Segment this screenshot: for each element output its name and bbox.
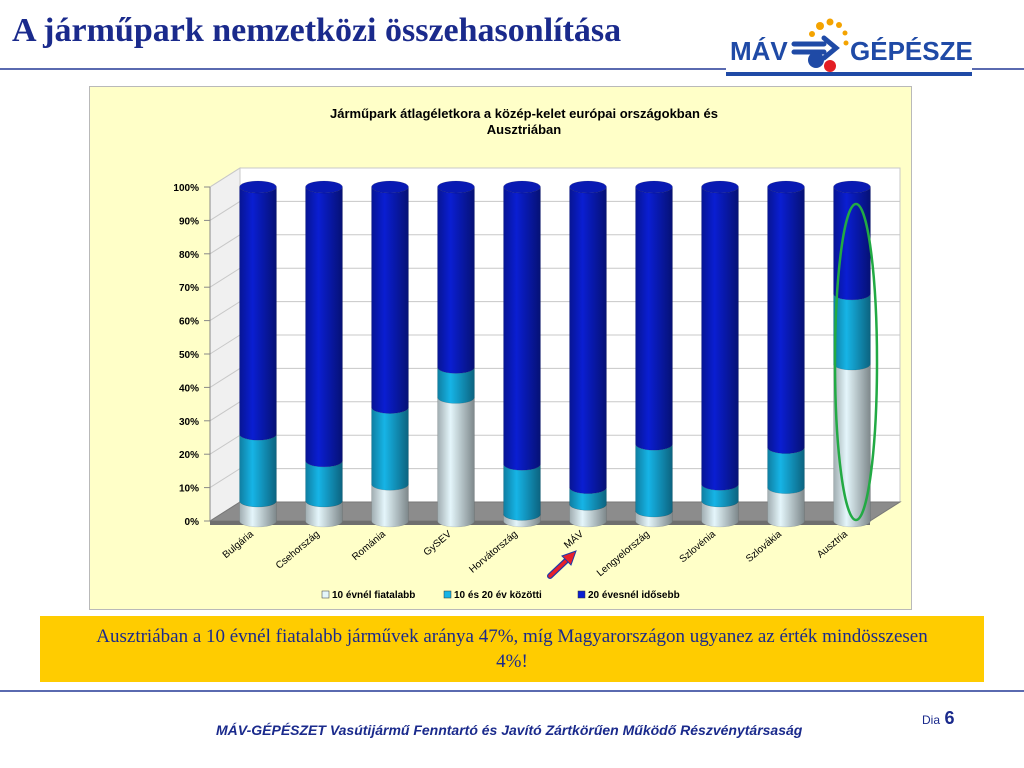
bar-top-szlovakia: [767, 180, 805, 194]
bar-segment-csehorszag-20-evesnel-idosebb: [305, 186, 343, 468]
legend-swatch: [443, 590, 452, 599]
x-tick-label: Lengyelország: [595, 529, 652, 579]
legend-label: 10 évnél fiatalabb: [332, 590, 415, 601]
bar-segment-szlovakia-20-evesnel-idosebb: [767, 186, 805, 454]
marker-arrow-head: [561, 550, 577, 566]
bar-segment-csehorszag-10-es-20-ev-kozotti: [305, 460, 343, 508]
x-tick-label: GySEV: [422, 529, 454, 559]
gridline: [209, 167, 900, 188]
page-indicator: Dia 6: [922, 708, 954, 729]
y-tick-label: 30%: [179, 417, 199, 428]
logo-left-text: MÁV: [730, 36, 788, 66]
bar-segment-ausztria-20-evesnel-idosebb: [833, 186, 871, 301]
bar-segment-horvatorszag-20-evesnel-idosebb: [503, 186, 541, 471]
y-tick-label: 70%: [179, 283, 199, 294]
bar-segment-romania-20-evesnel-idosebb: [371, 186, 409, 414]
bar-segment-mav-20-evesnel-idosebb: [569, 186, 607, 494]
bar-segment-szlovenia-20-evesnel-idosebb: [701, 186, 739, 491]
y-tick-label: 80%: [179, 250, 199, 261]
y-tick-label: 90%: [179, 216, 199, 227]
legend-swatch: [577, 590, 586, 599]
logo-emblem-icon: [791, 18, 849, 72]
bar-segment-romania-10-es-20-ev-kozotti: [371, 407, 409, 491]
x-tick-label: Bulgária: [221, 529, 257, 561]
page-number: 6: [944, 708, 955, 728]
y-tick-label: 50%: [179, 350, 199, 361]
bar-top-lengyelorszag: [635, 180, 673, 194]
bar-segment-lengyelorszag-20-evesnel-idosebb: [635, 186, 673, 451]
y-tick-label: 0%: [185, 517, 200, 528]
title-rule-right: [972, 68, 1024, 70]
company-logo: MÁV GÉPÉSZET: [726, 14, 972, 76]
legend-label: 20 évesnél idősebb: [588, 590, 680, 601]
y-tick-label: 100%: [173, 183, 199, 194]
x-tick-label: Szlovénia: [678, 529, 719, 566]
footer-rule: [0, 690, 1024, 692]
bar-segment-bulgaria-20-evesnel-idosebb: [239, 186, 277, 441]
bar-top-csehorszag: [305, 180, 343, 194]
chart-panel: Járműpark átlagéletkora a közép-kelet eu…: [89, 86, 912, 610]
legend-label: 10 és 20 év közötti: [454, 590, 542, 601]
x-tick-label: Szlovákia: [744, 529, 784, 565]
y-tick-label: 40%: [179, 383, 199, 394]
bar-segment-lengyelorszag-10-es-20-ev-kozotti: [635, 444, 673, 518]
bar-top-szlovenia: [701, 180, 739, 194]
title-rule-left: [0, 68, 726, 70]
legend-swatch: [321, 590, 330, 599]
bar-top-gysev: [437, 180, 475, 194]
bar-segment-bulgaria-10-es-20-ev-kozotti: [239, 434, 277, 508]
y-tick-label: 60%: [179, 317, 199, 328]
x-tick-label: Ausztria: [815, 529, 850, 561]
x-tick-label: Csehország: [274, 529, 322, 572]
bar-segment-gysev-10-evnel-fiatalabb: [437, 397, 475, 528]
callout-text: Ausztriában a 10 évnél fiatalabb járműve…: [96, 626, 928, 672]
callout-box: Ausztriában a 10 évnél fiatalabb járműve…: [40, 616, 984, 682]
footer-company: MÁV-GÉPÉSZET Vasútijármű Fenntartó és Ja…: [216, 722, 803, 738]
logo-right-text: GÉPÉSZET: [850, 36, 972, 66]
y-tick-label: 10%: [179, 484, 199, 495]
bar-top-romania: [371, 180, 409, 194]
x-tick-label: Horvátország: [467, 529, 520, 576]
bar-segment-romania-10-evnel-fiatalabb: [371, 484, 409, 528]
bar-top-horvatorszag: [503, 180, 541, 194]
page-label: Dia: [922, 713, 941, 727]
bar-segment-szlovakia-10-es-20-ev-kozotti: [767, 447, 805, 494]
x-tick-label: Románia: [350, 529, 388, 563]
slide-title: A járműpark nemzetközi összehasonlítása: [12, 12, 622, 49]
chart-title: Járműpark átlagéletkora a közép-kelet eu…: [330, 106, 718, 137]
bar-segment-ausztria-10-es-20-ev-kozotti: [833, 293, 871, 371]
highlight-ellipse: [833, 202, 879, 522]
marker-arrow-shaft: [548, 557, 570, 578]
bar-chart: Járműpark átlagéletkora a közép-kelet eu…: [173, 106, 902, 601]
bar-top-ausztria: [833, 180, 871, 194]
y-tick-label: 20%: [179, 450, 199, 461]
bar-segment-horvatorszag-10-es-20-ev-kozotti: [503, 464, 541, 521]
bar-segment-gysev-20-evesnel-idosebb: [437, 186, 475, 374]
bar-top-bulgaria: [239, 180, 277, 194]
bar-top-mav: [569, 180, 607, 194]
x-tick-label: MÁV: [561, 527, 586, 551]
